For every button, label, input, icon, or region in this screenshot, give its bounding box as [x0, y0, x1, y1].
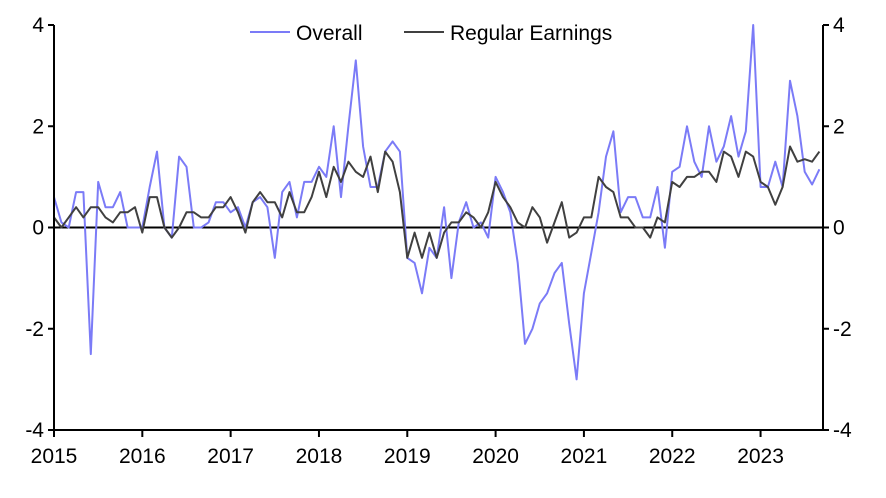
- x-tick-label: 2018: [296, 445, 343, 468]
- y-tick-label-right: 4: [833, 14, 845, 37]
- x-tick-label: 2019: [384, 445, 431, 468]
- x-tick-label: 2022: [649, 445, 696, 468]
- x-tick-label: 2017: [207, 445, 254, 468]
- y-tick-label-left: 0: [32, 217, 44, 240]
- y-tick-label-left: 2: [32, 115, 44, 138]
- x-tick-label: 2020: [472, 445, 519, 468]
- y-tick-label-left: -2: [25, 318, 44, 341]
- x-tick-label: 2015: [31, 445, 78, 468]
- legend-label-regular-earnings: Regular Earnings: [450, 22, 612, 45]
- y-tick-label-left: -4: [25, 419, 44, 442]
- y-tick-label-left: 4: [32, 14, 44, 37]
- legend-label-overall: Overall: [296, 22, 363, 45]
- y-tick-label-right: -2: [833, 318, 852, 341]
- x-tick-label: 2016: [119, 445, 166, 468]
- legend: Overall Regular Earnings: [250, 22, 612, 45]
- y-tick-label-right: 0: [833, 217, 845, 240]
- y-tick-label-right: -4: [833, 419, 852, 442]
- y-tick-label-right: 2: [833, 115, 845, 138]
- x-tick-label: 2021: [561, 445, 608, 468]
- series-line-regular-earnings: [53, 145, 821, 259]
- x-tick-label: 2023: [737, 445, 784, 468]
- series-line-overall: [53, 24, 821, 381]
